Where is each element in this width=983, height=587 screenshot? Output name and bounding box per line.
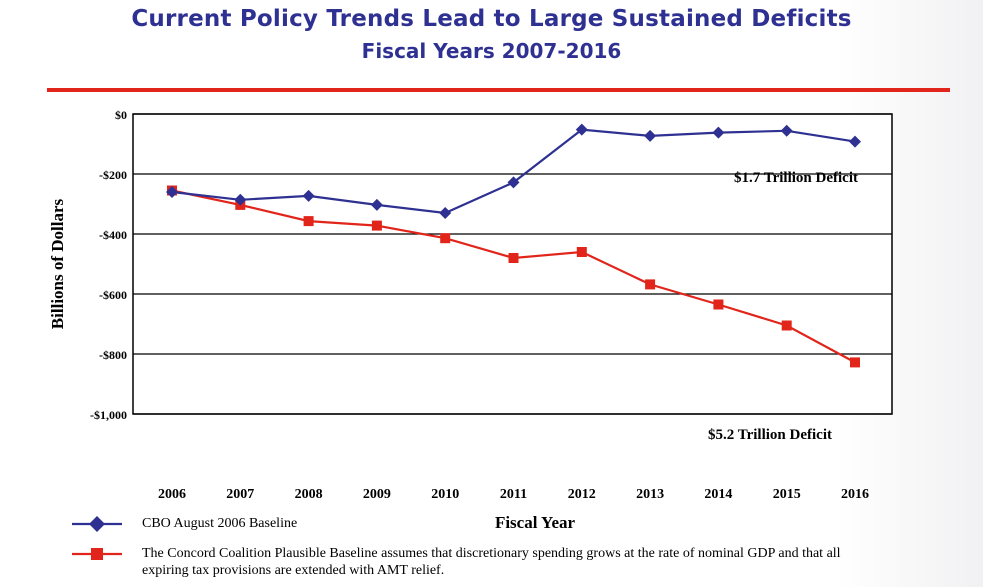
cbo-data-point [507, 176, 520, 189]
cbo-data-point [712, 126, 725, 139]
x-tick-label: 2006 [158, 487, 186, 502]
legend-marker-cbo [89, 516, 105, 532]
x-tick-label: 2010 [431, 487, 459, 502]
x-tick-label: 2007 [226, 487, 254, 502]
y-tick-label: -$400 [99, 228, 127, 242]
x-tick-label: 2015 [773, 487, 801, 502]
annotation-cbo-deficit: $1.7 Trillion Deficit [734, 170, 858, 186]
cbo-data-point [234, 193, 247, 206]
cbo-data-point [575, 123, 588, 136]
cbo-data-point [302, 189, 315, 202]
legend-label-concord: The Concord Coalition Plausible Baseline… [142, 546, 841, 578]
x-tick-label: 2012 [568, 487, 596, 502]
concord-data-point [303, 216, 314, 227]
cbo-data-point [644, 129, 657, 142]
x-tick-label: 2014 [704, 487, 732, 502]
concord-data-point [508, 253, 519, 263]
concord-data-point [713, 299, 724, 310]
legend-marker-concord [91, 548, 103, 560]
y-tick-label: -$1,000 [90, 408, 127, 422]
concord-data-point [576, 247, 587, 257]
x-tick-label: 2013 [636, 487, 664, 502]
concord-data-point [645, 279, 656, 290]
x-tick-label: 2011 [500, 487, 527, 502]
plot-area [132, 113, 893, 415]
y-axis-label: Billions of Dollars [48, 198, 67, 330]
chart-title: Current Policy Trends Lead to Large Sust… [131, 6, 852, 32]
concord-data-point [440, 233, 451, 244]
cbo-data-point [780, 124, 793, 137]
y-tick-label: -$200 [99, 168, 127, 182]
concord-data-point [781, 320, 792, 331]
annotation-concord-deficit: $5.2 Trillion Deficit [708, 427, 832, 443]
y-tick-label: -$600 [99, 288, 127, 302]
cbo-data-point [439, 207, 452, 219]
x-tick-label: 2008 [295, 487, 323, 502]
concord-data-point [850, 357, 860, 368]
cbo-data-point [370, 198, 383, 211]
concord-data-point [371, 220, 382, 231]
cbo-data-point [166, 186, 178, 198]
x-tick-label: 2016 [841, 487, 869, 502]
x-axis-label: Fiscal Year [494, 513, 576, 532]
cbo-data-point [849, 135, 861, 148]
y-tick-label: $0 [115, 108, 127, 122]
legend-label-cbo: CBO August 2006 Baseline [142, 516, 298, 531]
chart-subtitle: Fiscal Years 2007-2016 [361, 39, 622, 63]
y-tick-label: -$800 [99, 348, 127, 362]
x-tick-label: 2009 [363, 487, 391, 502]
title-divider [47, 88, 950, 92]
